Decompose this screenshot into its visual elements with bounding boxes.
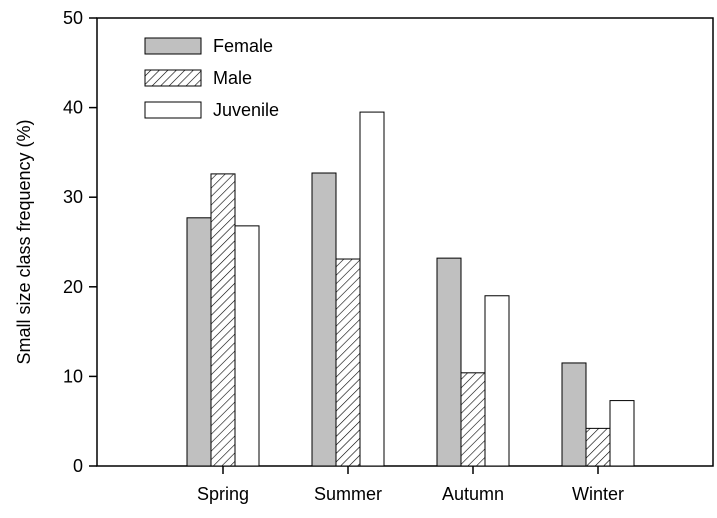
- legend-label-juvenile: Juvenile: [213, 100, 279, 120]
- x-tick-label-winter: Winter: [572, 484, 624, 504]
- legend-label-male: Male: [213, 68, 252, 88]
- bar-juvenile-summer: [359, 111, 385, 467]
- y-tick-label: 10: [63, 366, 83, 386]
- legend-swatch-male: [144, 69, 202, 87]
- x-tick-label-spring: Spring: [197, 484, 249, 504]
- x-tick-label-summer: Summer: [314, 484, 382, 504]
- bar-female-autumn: [436, 257, 462, 467]
- bar-female-summer: [311, 172, 337, 467]
- legend-swatch-female: [144, 37, 202, 55]
- bar-male-winter: [585, 427, 611, 467]
- y-tick-label: 30: [63, 187, 83, 207]
- bar-juvenile-spring: [234, 225, 260, 467]
- y-tick-label: 0: [73, 456, 83, 476]
- bar-female-spring: [186, 217, 212, 467]
- legend-label-female: Female: [213, 36, 273, 56]
- bar-male-spring: [210, 173, 236, 467]
- bars: [186, 111, 635, 467]
- bar-female-winter: [561, 362, 587, 467]
- bar-juvenile-winter: [609, 400, 635, 467]
- legend-swatch-juvenile: [144, 101, 202, 119]
- y-tick-label: 20: [63, 277, 83, 297]
- x-tick-label-autumn: Autumn: [442, 484, 504, 504]
- legend: Female Male Juvenile: [144, 36, 279, 120]
- bar-male-autumn: [460, 372, 486, 467]
- plot-frame: [96, 17, 714, 467]
- bar-juvenile-autumn: [484, 295, 510, 467]
- y-tick-label: 50: [63, 8, 83, 28]
- axes: 0 10 20 30 40 50 Small size class frequency (%…: [14, 8, 714, 504]
- bar-male-summer: [335, 258, 361, 467]
- y-axis-title: Small size class frequency (%): [14, 119, 34, 364]
- y-tick-label: 40: [63, 98, 83, 118]
